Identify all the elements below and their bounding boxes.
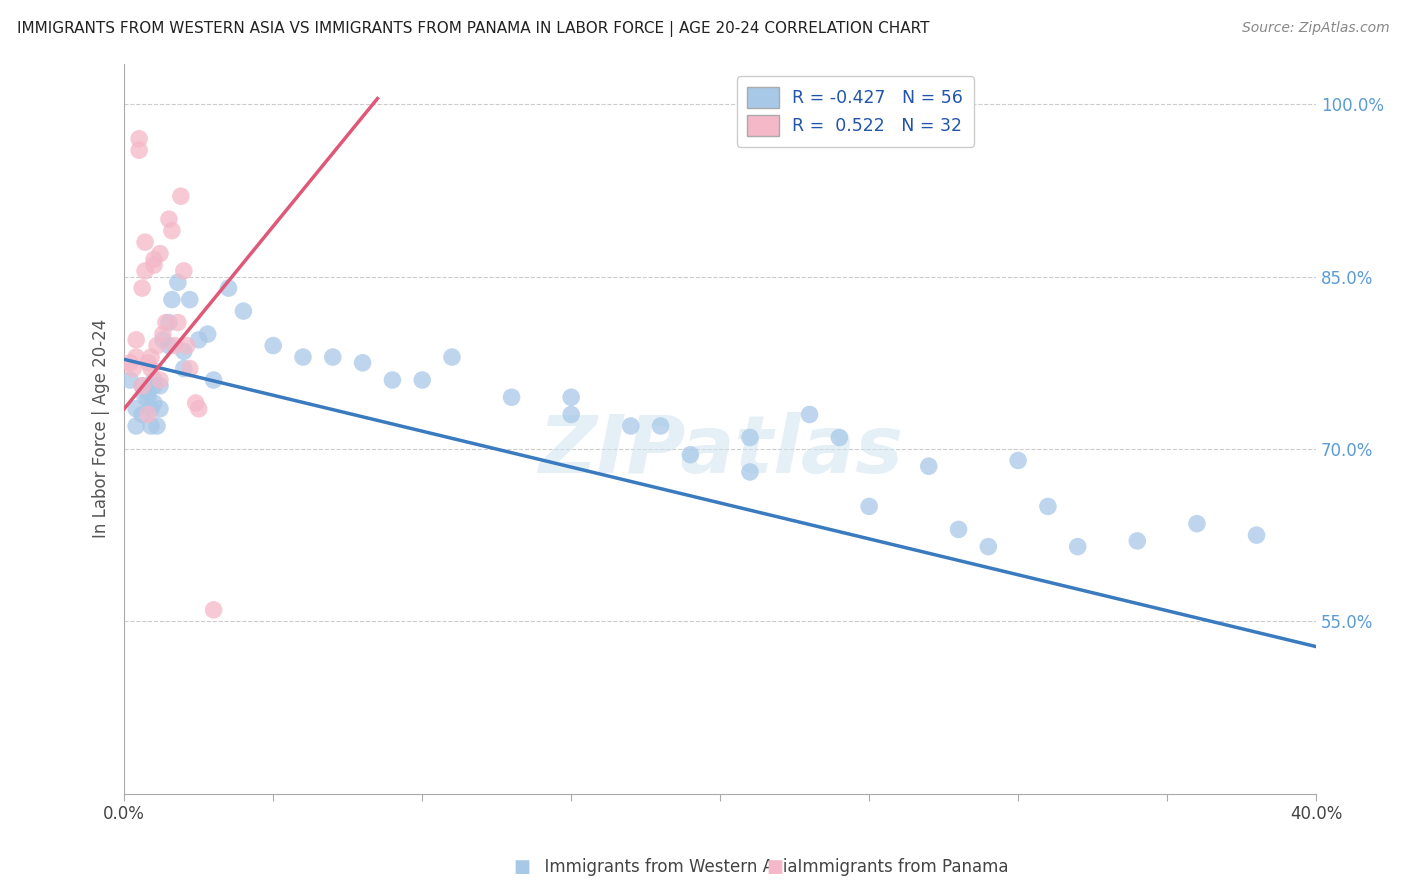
Point [149, 373, 172, 387]
Text: Immigrants from Western Asia: Immigrants from Western Asia [534, 858, 797, 876]
Point [179, 361, 201, 376]
Point [1067, 540, 1090, 554]
Point [139, 401, 162, 416]
Point [134, 264, 156, 278]
Point [738, 430, 761, 444]
Point [125, 333, 148, 347]
Point [679, 448, 702, 462]
Point [125, 350, 148, 364]
Text: Source: ZipAtlas.com: Source: ZipAtlas.com [1241, 21, 1389, 35]
Point [128, 132, 150, 146]
Point [146, 338, 169, 352]
Point [977, 540, 1000, 554]
Point [134, 390, 156, 404]
Point [143, 373, 166, 387]
Point [202, 373, 225, 387]
Legend: R = -0.427   N = 56, R =  0.522   N = 32: R = -0.427 N = 56, R = 0.522 N = 32 [737, 77, 974, 146]
Point [149, 401, 172, 416]
Point [179, 293, 201, 307]
Point [440, 350, 463, 364]
Point [143, 252, 166, 267]
Point [187, 333, 209, 347]
Point [131, 281, 153, 295]
Point [173, 361, 195, 376]
Point [128, 143, 150, 157]
Point [139, 419, 162, 434]
Point [136, 356, 159, 370]
Y-axis label: In Labor Force | Age 20-24: In Labor Force | Age 20-24 [93, 319, 110, 539]
Point [143, 258, 166, 272]
Text: Immigrants from Panama: Immigrants from Panama [787, 858, 1010, 876]
Point [131, 408, 153, 422]
Point [160, 293, 183, 307]
Point [146, 419, 169, 434]
Point [155, 316, 177, 330]
Point [160, 224, 183, 238]
Point [131, 378, 153, 392]
Point [136, 408, 159, 422]
Point [262, 338, 284, 352]
Text: IMMIGRANTS FROM WESTERN ASIA VS IMMIGRANTS FROM PANAMA IN LABOR FORCE | AGE 20-2: IMMIGRANTS FROM WESTERN ASIA VS IMMIGRAN… [17, 21, 929, 37]
Point [139, 361, 162, 376]
Text: ■: ■ [766, 858, 783, 876]
Point [1126, 533, 1149, 548]
Point [143, 378, 166, 392]
Point [166, 276, 188, 290]
Point [202, 603, 225, 617]
Point [560, 390, 582, 404]
Point [232, 304, 254, 318]
Point [149, 378, 172, 392]
Point [122, 361, 145, 376]
Point [173, 344, 195, 359]
Text: ZIPatlas: ZIPatlas [537, 412, 903, 490]
Point [292, 350, 315, 364]
Point [187, 401, 209, 416]
Point [218, 281, 240, 295]
Point [197, 327, 219, 342]
Point [125, 419, 148, 434]
Point [131, 378, 153, 392]
Point [948, 523, 970, 537]
Point [1036, 500, 1059, 514]
Point [163, 338, 186, 352]
Point [157, 338, 180, 352]
Point [166, 316, 188, 330]
Point [620, 419, 643, 434]
Point [170, 189, 193, 203]
Point [176, 338, 198, 352]
Point [918, 459, 941, 474]
Point [134, 235, 156, 249]
Text: ■: ■ [513, 858, 530, 876]
Point [173, 264, 195, 278]
Point [184, 396, 207, 410]
Point [157, 212, 180, 227]
Point [1007, 453, 1029, 467]
Point [1246, 528, 1268, 542]
Point [125, 401, 148, 416]
Point [152, 327, 174, 342]
Point [139, 350, 162, 364]
Point [650, 419, 672, 434]
Point [1185, 516, 1208, 531]
Point [738, 465, 761, 479]
Point [352, 356, 374, 370]
Point [157, 316, 180, 330]
Point [120, 356, 142, 370]
Point [322, 350, 344, 364]
Point [120, 373, 142, 387]
Point [501, 390, 523, 404]
Point [560, 408, 582, 422]
Point [858, 500, 880, 514]
Point [152, 333, 174, 347]
Point [381, 373, 404, 387]
Point [799, 408, 821, 422]
Point [143, 396, 166, 410]
Point [828, 430, 851, 444]
Point [411, 373, 433, 387]
Point [136, 390, 159, 404]
Point [136, 384, 159, 399]
Point [149, 246, 172, 260]
